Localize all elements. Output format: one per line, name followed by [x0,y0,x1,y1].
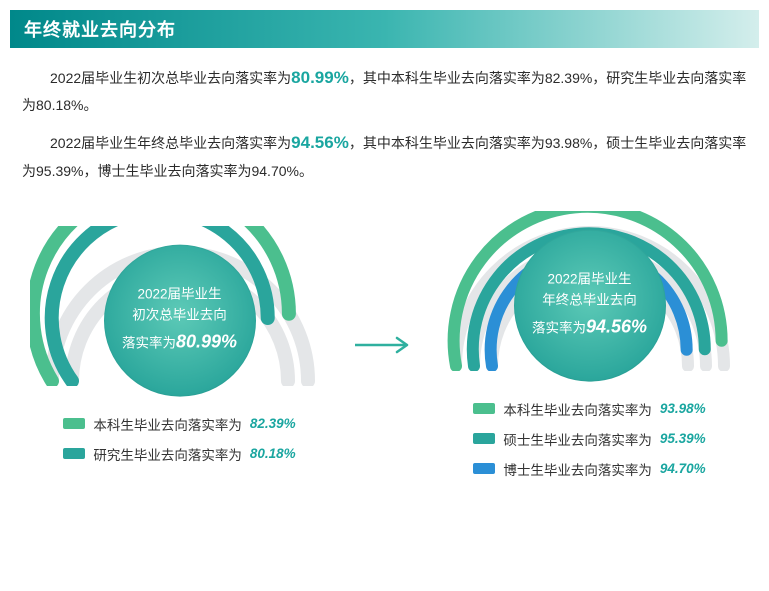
disc-rate-prefix: 落实率为 [122,335,176,350]
disc-line: 2022届毕业生 [547,269,631,290]
gauge-left: 2022届毕业生 初次总毕业去向 落实率为80.99% [30,226,330,386]
disc-rate-value: 80.99% [176,331,237,351]
legend-swatch [63,448,85,459]
gauge-right-legend: 本科生毕业去向落实率为 93.98% 硕士生毕业去向落实率为 95.39% 博士生毕业去… [473,399,705,479]
legend-row: 本科生毕业去向落实率为 82.39% [63,414,295,434]
legend-swatch [63,418,85,429]
legend-row: 硕士生毕业去向落实率为 95.39% [473,429,705,449]
disc-rate-line: 落实率为80.99% [122,328,237,356]
arrow-icon [350,335,420,355]
disc-line: 2022届毕业生 [137,284,221,305]
section-title: 年终就业去向分布 [24,20,176,40]
legend-row: 博士生毕业去向落实率为 94.70% [473,459,705,479]
legend-swatch [473,433,495,444]
legend-swatch [473,463,495,474]
gauge-right-column: 2022届毕业生 年终总毕业去向 落实率为94.56% 本科生毕业去向落实率为 9… [430,211,750,479]
gauge-left-disc: 2022届毕业生 初次总毕业去向 落实率为80.99% [104,244,256,396]
paragraph-final-rate: 2022届毕业生年终总毕业去向落实率为94.56%，其中本科生毕业去向落实率为9… [0,127,769,184]
disc-rate-value: 94.56% [586,316,647,336]
disc-line: 年终总毕业去向 [542,290,637,311]
legend-value: 93.98% [660,401,706,416]
disc-rate-prefix: 落实率为 [532,320,586,335]
legend-label: 本科生毕业去向落实率为 [503,399,652,419]
legend-value: 82.39% [250,416,296,431]
gauge-left-legend: 本科生毕业去向落实率为 82.39% 研究生毕业去向落实率为 80.18% [63,414,295,464]
disc-line: 初次总毕业去向 [132,305,227,326]
paragraph-initial-rate: 2022届毕业生初次总毕业去向落实率为80.99%，其中本科生毕业去向落实率为8… [0,62,769,119]
legend-row: 本科生毕业去向落实率为 93.98% [473,399,705,419]
legend-label: 博士生毕业去向落实率为 [503,459,652,479]
legend-value: 95.39% [660,431,706,446]
highlight-value: 94.56% [291,133,349,152]
legend-value: 94.70% [660,461,706,476]
gauge-left-column: 2022届毕业生 初次总毕业去向 落实率为80.99% 本科生毕业去向落实率为 8… [20,226,340,464]
legend-value: 80.18% [250,446,296,461]
legend-label: 硕士生毕业去向落实率为 [503,429,652,449]
highlight-value: 80.99% [291,68,349,87]
text-run: 2022届毕业生初次总毕业去向落实率为 [50,70,291,86]
gauge-right: 2022届毕业生 年终总毕业去向 落实率为94.56% [440,211,740,371]
charts-row: 2022届毕业生 初次总毕业去向 落实率为80.99% 本科生毕业去向落实率为8… [0,193,769,479]
legend-row: 研究生毕业去向落实率为 80.18% [63,444,295,464]
legend-label: 本科生毕业去向落实率为 [93,414,242,434]
gauge-right-disc: 2022届毕业生 年终总毕业去向 落实率为94.56% [514,229,666,381]
legend-label: 研究生毕业去向落实率为 [93,444,242,464]
section-header: 年终就业去向分布 [10,10,759,48]
text-run: 2022届毕业生年终总毕业去向落实率为 [50,135,291,151]
legend-swatch [473,403,495,414]
disc-rate-line: 落实率为94.56% [532,313,647,341]
